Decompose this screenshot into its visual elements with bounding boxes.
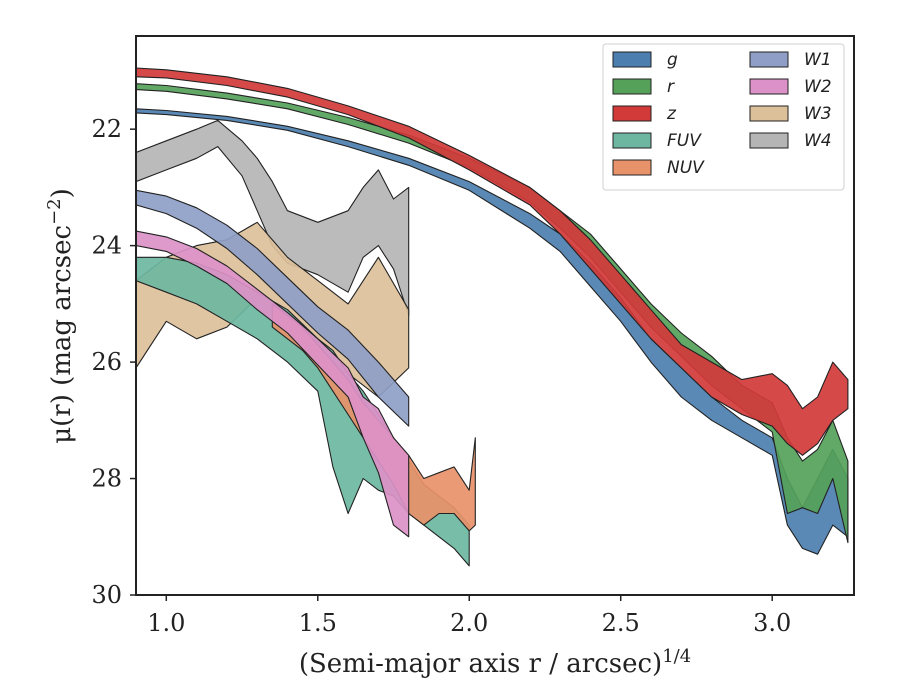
legend-swatch-NUV [612, 159, 652, 176]
band-z [136, 67, 849, 456]
y-axis-label: μ(r) (mag arcsec−2) [44, 188, 77, 444]
x-axis-label-exponent: 1/4 [662, 646, 691, 667]
y-tick-label: 24 [91, 232, 122, 260]
legend-label-g: g [667, 50, 678, 70]
legend-items: grz FUV NUV W1 W2 W3 W4 [612, 50, 832, 178]
profile-bands [136, 67, 849, 567]
x-tick-label: 2.5 [602, 609, 640, 637]
y-tick-label: 26 [91, 348, 122, 376]
y-axis-ticks: 22 24 26 28 30 [91, 115, 136, 609]
x-tick-label: 1.0 [147, 609, 185, 637]
legend-label-z: z [666, 104, 677, 124]
y-tick-label: 28 [91, 465, 122, 493]
x-tick-label: 3.0 [753, 609, 791, 637]
legend-swatch-z [612, 105, 652, 122]
legend-label-W3: W3 [804, 104, 832, 124]
legend-label-W2: W2 [804, 77, 832, 97]
plot-frame [135, 35, 855, 596]
legend-swatch-W3 [749, 105, 789, 122]
legend-swatch-W1 [749, 51, 789, 68]
legend-swatch-r [612, 78, 652, 95]
legend-label-r: r [667, 77, 675, 97]
x-axis-label: (Semi-major axis r / arcsec)1/4 [299, 646, 691, 679]
legend-label-W1: W1 [804, 50, 832, 70]
y-axis-label-exponent: −2 [44, 198, 65, 225]
legend-label-FUV: FUV [667, 131, 702, 151]
y-tick-label: 30 [91, 581, 122, 609]
legend-swatch-W4 [749, 132, 789, 149]
band-W1 [136, 189, 410, 427]
legend: grz FUV NUV W1 W2 W3 W4 [602, 43, 845, 191]
legend-swatch-W2 [749, 78, 789, 95]
legend-swatch-g [612, 51, 652, 68]
x-tick-label: 2.0 [450, 609, 488, 637]
legend-swatch-FUV [612, 132, 652, 149]
legend-label-NUV: NUV [667, 158, 705, 178]
x-tick-label: 1.5 [299, 609, 337, 637]
legend-label-W4: W4 [804, 131, 832, 151]
x-axis-ticks: 1.0 1.5 2.0 2.5 3.0 [147, 595, 791, 637]
band-W2 [136, 230, 410, 538]
y-axis-label-close: ) [47, 188, 77, 198]
y-tick-label: 22 [91, 115, 122, 143]
